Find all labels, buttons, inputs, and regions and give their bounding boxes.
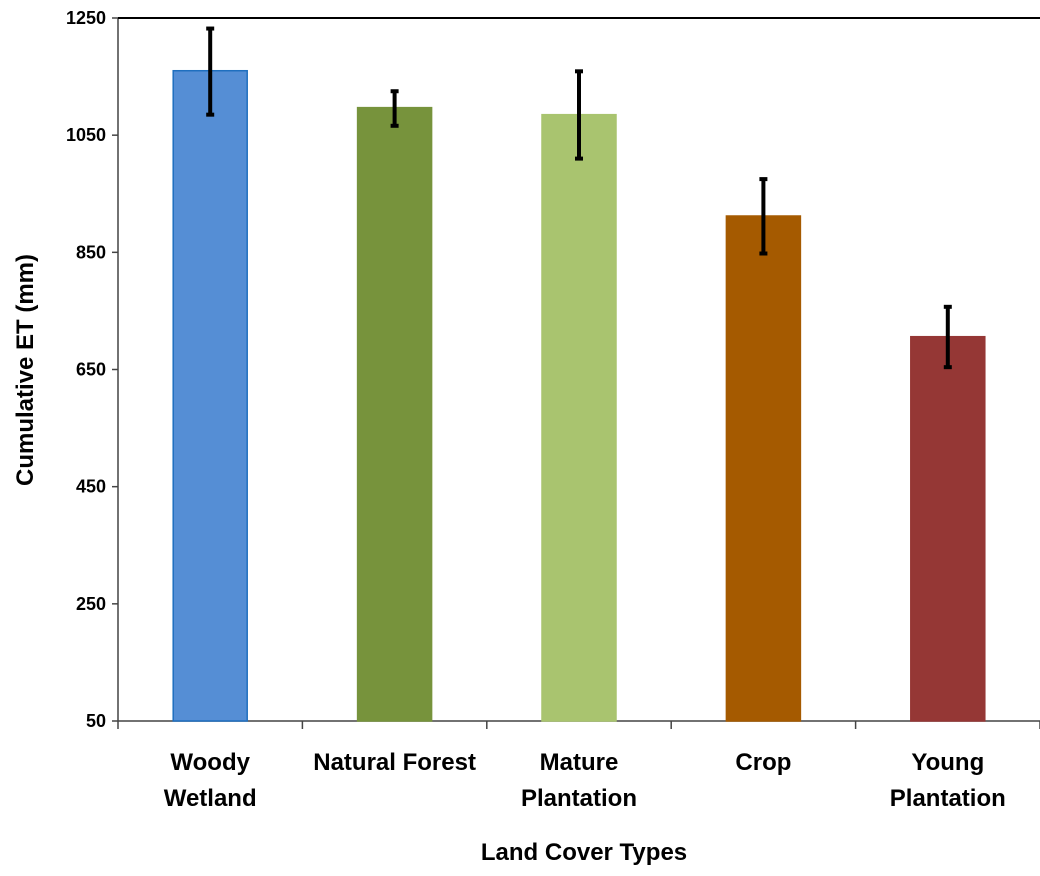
y-tick-label: 250 [76, 594, 106, 614]
y-tick-label: 1250 [66, 8, 106, 28]
y-tick-label: 1050 [66, 125, 106, 145]
bar [356, 106, 433, 722]
bars [172, 69, 986, 722]
y-axis-title: Cumulative ET (mm) [12, 254, 39, 486]
labels: 50 250 450 650 850 1050 1250 Woody Wetland Natura… [66, 8, 1006, 812]
y-tick-label: 850 [76, 242, 106, 262]
error-bar [943, 304, 952, 370]
axes [112, 17, 1040, 729]
bar [541, 113, 617, 722]
x-category-label: Mature [540, 749, 619, 776]
error-bar [575, 69, 583, 161]
y-tick-label: 450 [76, 477, 106, 497]
y-tick-label: 50 [86, 711, 106, 731]
error-bar [206, 26, 215, 117]
bar [725, 215, 802, 722]
x-category-label: Crop [735, 749, 791, 776]
error-bars [206, 26, 952, 370]
bar [910, 335, 986, 722]
error-bar [759, 177, 768, 256]
y-tick-label: 650 [76, 360, 106, 380]
bar [172, 69, 248, 722]
x-category-label: Young [911, 749, 984, 776]
x-category-label: Wetland [164, 785, 257, 812]
x-category-label: Natural Forest [313, 749, 476, 776]
x-category-label: Plantation [890, 785, 1006, 812]
error-bar [390, 89, 399, 128]
x-category-label: Plantation [521, 785, 637, 812]
x-category-label: Woody [170, 749, 250, 776]
x-axis-title: Land Cover Types [481, 839, 687, 866]
